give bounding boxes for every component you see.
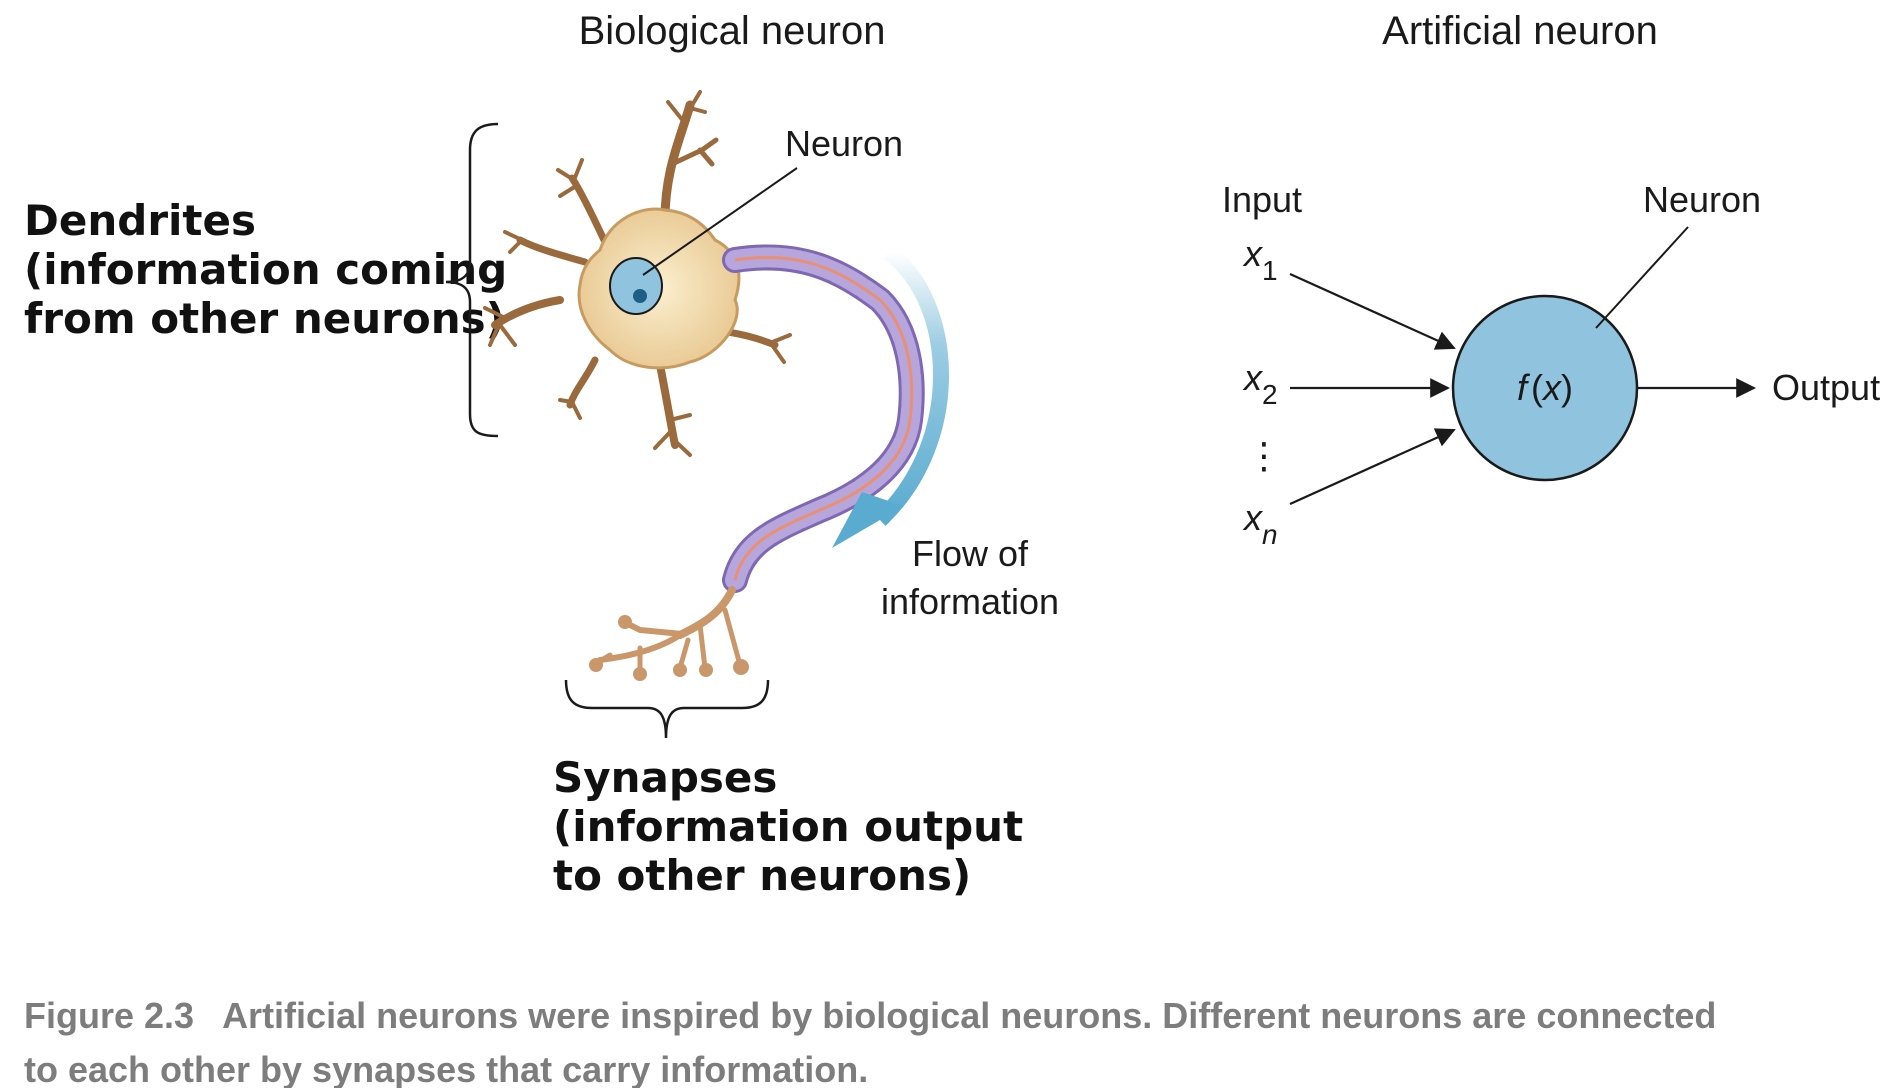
artificial-neuron-circle xyxy=(1451,294,1639,482)
synapses-label-line2: (information output xyxy=(553,802,1023,851)
biological-neuron-label: Neuron xyxy=(785,123,903,164)
output-label: Output xyxy=(1772,367,1880,408)
artificial-neuron-label: Neuron xyxy=(1643,179,1761,220)
input-ellipsis: ⋮ xyxy=(1246,435,1282,476)
dendrites-label: Dendrites (information coming from other… xyxy=(24,196,507,343)
axon-terminals xyxy=(592,586,743,675)
input-x2: x2 xyxy=(1242,357,1278,410)
caption-line1: Figure 2.3 Artificial neurons were inspir… xyxy=(24,995,1716,1036)
synapse-knobs xyxy=(589,615,749,681)
dendrites xyxy=(483,90,792,457)
flow-label-line2: information xyxy=(881,581,1059,622)
dendrites-label-line1: Dendrites xyxy=(24,196,256,245)
input-x1: x1 xyxy=(1242,233,1278,286)
synapses-brace xyxy=(564,679,770,739)
dendrites-brace xyxy=(445,122,499,438)
dendrites-label-line3: from other neurons) xyxy=(24,294,505,343)
caption-text-1: Artificial neurons were inspired by biol… xyxy=(222,995,1716,1036)
input-xn: xn xyxy=(1242,497,1278,550)
neuron-callout-line xyxy=(642,167,798,276)
artificial-neuron-title: Artificial neuron xyxy=(1382,9,1658,53)
dendrites-label-line2: (information coming xyxy=(24,245,507,294)
biological-neuron-title: Biological neuron xyxy=(579,9,886,53)
function-label: f (x) xyxy=(1517,367,1573,408)
axon-core xyxy=(733,255,914,581)
synapses-label-line3: to other neurons) xyxy=(553,851,971,900)
caption-number: Figure 2.3 xyxy=(24,995,194,1036)
flow-arrow xyxy=(874,245,949,526)
input-arrow-n xyxy=(1289,428,1456,506)
flow-arrow-head xyxy=(832,492,904,548)
input-label: Input xyxy=(1222,179,1302,220)
artificial-neuron-callout-line xyxy=(1595,226,1689,329)
input-arrow-1 xyxy=(1289,272,1456,350)
synapses-label: Synapses (information output to other ne… xyxy=(553,753,1023,900)
nucleolus xyxy=(633,289,647,303)
synapses-label-line1: Synapses xyxy=(553,753,777,802)
caption-line2: to each other by synapses that carry inf… xyxy=(24,1049,868,1088)
flow-label-line1: Flow of xyxy=(912,533,1029,574)
